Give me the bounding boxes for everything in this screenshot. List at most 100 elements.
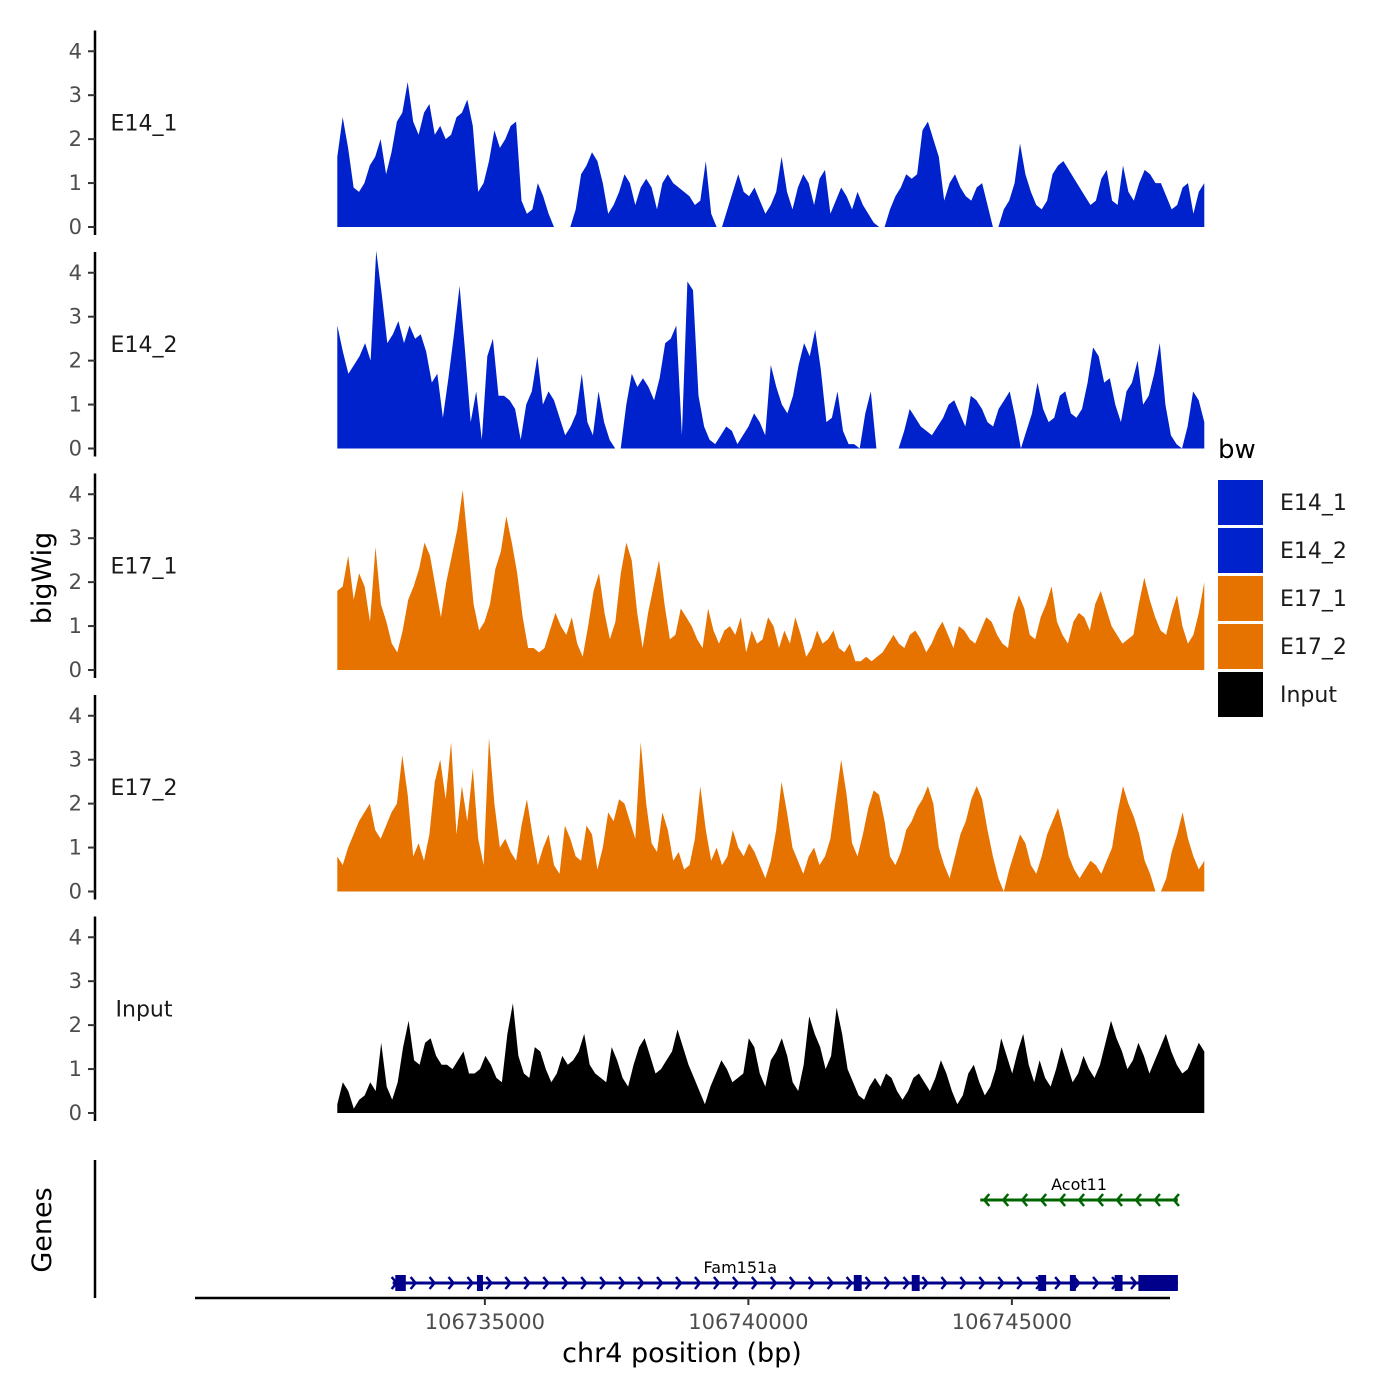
track-label-Input: Input <box>116 997 173 1022</box>
x-tick-label: 106740000 <box>688 1310 808 1334</box>
strand-arrow <box>693 1276 702 1290</box>
strand-arrow <box>769 1276 778 1290</box>
y-tick-label: 3 <box>69 969 82 993</box>
y-tick-label: 3 <box>69 526 82 550</box>
area-E17_2 <box>337 737 1205 892</box>
legend-title: bw <box>1218 435 1256 465</box>
legend-label: Input <box>1280 683 1337 708</box>
strand-arrow <box>1039 1193 1048 1207</box>
exon-block <box>911 1275 920 1291</box>
y-tick-label: 0 <box>69 437 82 461</box>
strand-arrow <box>1115 1193 1123 1207</box>
strand-arrow <box>826 1276 835 1290</box>
strand-arrow <box>788 1276 797 1290</box>
strand-arrow <box>599 1276 607 1290</box>
strand-arrow <box>542 1276 550 1290</box>
strand-arrow <box>864 1276 873 1290</box>
strand-arrow <box>1001 1193 1010 1207</box>
strand-arrow <box>883 1276 892 1290</box>
strand-arrow <box>428 1276 437 1290</box>
track-label-E17_1: E17_1 <box>111 554 178 579</box>
exon-block <box>1038 1275 1047 1291</box>
legend-label: E17_1 <box>1280 587 1347 612</box>
strand-arrow <box>959 1276 967 1290</box>
y-tick-label: 4 <box>69 39 82 63</box>
genes-axis-title: Genes <box>27 1187 58 1272</box>
exon-block <box>395 1275 406 1291</box>
strand-arrow <box>845 1276 854 1290</box>
y-tick-label: 4 <box>69 261 82 285</box>
exon-block <box>1069 1275 1076 1291</box>
strand-arrow <box>1016 1276 1024 1290</box>
y-tick-label: 2 <box>69 570 82 594</box>
track-E17_1: 0 1 2 3 4 E17_1 <box>69 473 1205 682</box>
legend-label: E17_2 <box>1280 635 1347 660</box>
strand-arrow <box>466 1276 475 1290</box>
legend-swatch <box>1218 480 1263 525</box>
y-tick-label: 1 <box>69 393 82 417</box>
strand-arrow <box>1130 1276 1138 1290</box>
legend-swatch <box>1218 528 1263 573</box>
track-label-E17_2: E17_2 <box>111 776 178 801</box>
area-Input <box>337 1003 1205 1113</box>
strand-arrow <box>656 1276 664 1290</box>
y-tick-label: 0 <box>69 880 82 904</box>
x-tick-label: 106745000 <box>952 1310 1072 1334</box>
strand-arrow <box>618 1276 626 1290</box>
strand-arrow <box>978 1276 986 1290</box>
coverage-tracks: 0 1 2 3 4 E14_1 0 1 2 3 4 E14_2 0 1 2 3 4 E17_1 0 1 2 3 4 E17_2… <box>69 30 1205 1125</box>
x-axis: 106735000 106740000 106745000 <box>195 1296 1170 1334</box>
strand-arrow <box>504 1276 513 1290</box>
y-tick-label: 0 <box>69 658 82 682</box>
area-E17_1 <box>337 489 1205 670</box>
y-tick-label: 1 <box>69 1057 82 1081</box>
y-tick-label: 1 <box>69 614 82 638</box>
legend: E14_1 E14_2 E17_1 E17_2 Input <box>1218 480 1347 717</box>
legend-swatch <box>1218 576 1263 621</box>
gene-Fam151a: Fam151a <box>390 1258 1178 1291</box>
strand-arrow <box>982 1193 991 1207</box>
exon-block <box>476 1275 483 1291</box>
strand-arrow <box>1020 1193 1029 1207</box>
strand-arrow <box>409 1276 418 1290</box>
legend-label: E14_2 <box>1280 539 1347 564</box>
strand-arrow <box>580 1276 588 1290</box>
strand-arrow <box>1134 1193 1142 1207</box>
y-tick-label: 0 <box>69 215 82 239</box>
x-axis-title: chr4 position (bp) <box>562 1338 802 1369</box>
track-Input: 0 1 2 3 4 Input <box>69 916 1205 1125</box>
exon-block <box>1114 1275 1123 1291</box>
y-tick-label: 3 <box>69 748 82 772</box>
y-tick-label: 1 <box>69 836 82 860</box>
area-E14_1 <box>337 82 1205 227</box>
legend-swatch <box>1218 624 1263 669</box>
y-tick-label: 4 <box>69 482 82 506</box>
strand-arrow <box>675 1276 683 1290</box>
track-label-E14_1: E14_1 <box>111 111 178 136</box>
y-tick-label: 4 <box>69 704 82 728</box>
legend-entry-E14_2: E14_2 <box>1218 528 1347 573</box>
legend-entry-E17_2: E17_2 <box>1218 624 1347 669</box>
strand-arrow <box>1096 1193 1105 1207</box>
strand-arrow <box>1058 1193 1067 1207</box>
y-tick-label: 3 <box>69 83 82 107</box>
legend-label: E14_1 <box>1280 491 1347 516</box>
strand-arrow <box>731 1276 740 1290</box>
strand-arrow <box>485 1276 494 1290</box>
x-tick-label: 106735000 <box>425 1310 545 1334</box>
y-tick-label: 2 <box>69 792 82 816</box>
strand-arrow <box>940 1276 949 1290</box>
y-tick-label: 2 <box>69 349 82 373</box>
track-E14_1: 0 1 2 3 4 E14_1 <box>69 30 1205 239</box>
strand-arrow <box>447 1276 456 1290</box>
strand-arrow <box>902 1276 911 1290</box>
y-tick-label: 0 <box>69 1101 82 1125</box>
y-tick-label: 2 <box>69 1013 82 1037</box>
legend-entry-E17_1: E17_1 <box>1218 576 1347 621</box>
gene-label-Acot11: Acot11 <box>1051 1175 1107 1194</box>
y-tick-label: 1 <box>69 171 82 195</box>
strand-arrow <box>712 1276 721 1290</box>
track-label-E14_2: E14_2 <box>111 333 178 358</box>
gene-Acot11: Acot11 <box>980 1175 1180 1207</box>
